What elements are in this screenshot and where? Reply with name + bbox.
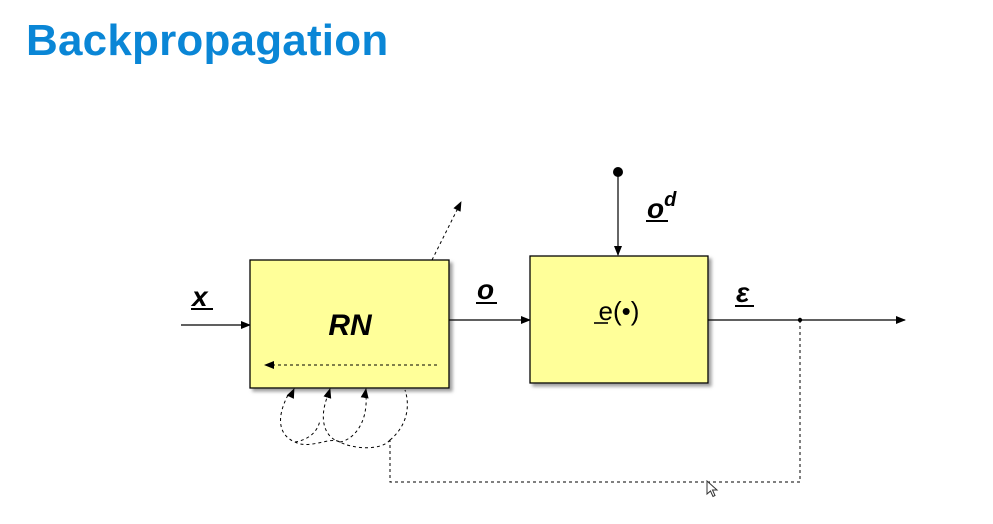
feedback-arrow-1	[286, 388, 295, 399]
desired-output-label: od	[647, 189, 677, 224]
weight-update-arrow	[431, 201, 462, 261]
network-block-label: RN	[328, 309, 373, 342]
network-block	[249, 259, 450, 389]
feedback-arrow-3	[360, 388, 369, 399]
error-block-label: e(•)	[599, 296, 640, 326]
desired-output-source-dot	[613, 167, 623, 177]
input-label: x	[190, 281, 209, 312]
output-label: o	[477, 274, 494, 305]
slide-title: Backpropagation	[26, 16, 389, 65]
error-signal-label: ε	[736, 277, 750, 308]
error-feedback-path	[389, 320, 801, 483]
error-block	[529, 255, 709, 384]
desired-output-superscript: d	[664, 189, 677, 211]
mouse-cursor-icon	[706, 480, 719, 498]
feedback-loops	[280, 389, 408, 449]
